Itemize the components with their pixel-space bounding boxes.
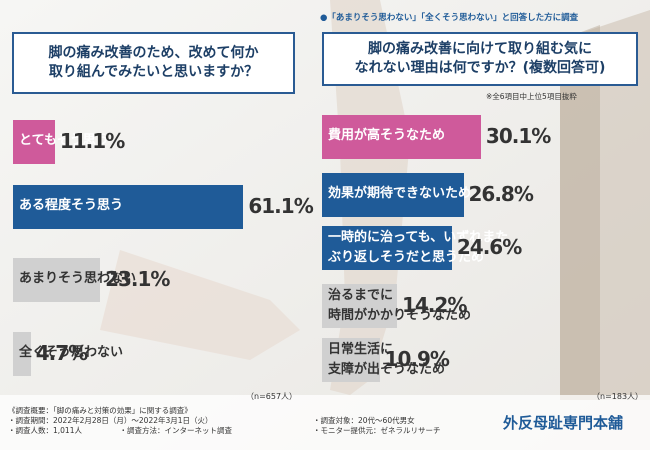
right-question: 脚の痛み改善に向けて取り組む気に なれない理由は何ですか？(複数回答可) [354, 41, 606, 76]
right-value-0: 30.1% [485, 124, 551, 148]
right-question-box: 脚の痛み改善に向けて取り組む気に なれない理由は何ですか？(複数回答可) [322, 32, 638, 86]
right-value-4: 10.9% [384, 347, 450, 371]
right-value-2: 24.6% [456, 235, 522, 259]
right-bar-1 [322, 173, 464, 217]
left-label-0: とてもそう思う [19, 133, 109, 148]
left-label-1: ある程度そう思う [19, 198, 124, 213]
left-question-box: 脚の痛み改善のため、改めて何か 取り組んでみたいと思いますか？ [12, 32, 295, 94]
left-bar-2 [13, 258, 101, 302]
left-bar-1 [13, 185, 244, 229]
brand-logo: 外反母趾専門本舗 [503, 412, 623, 433]
left-label-2: あまりそう思わない [19, 271, 137, 286]
footer-line-2: ・調査期間：2022年2月28日（月）～2022年3月1日（火） [8, 416, 213, 425]
right-label-0: 費用が高そうなため [328, 128, 446, 143]
right-bar-4 [322, 338, 380, 382]
footer-line-3: ・調査人数：1,011人 ・調査方法：インターネット調査 [8, 426, 232, 435]
left-bar-3 [13, 332, 31, 376]
left-n: （n=657人） [246, 392, 298, 401]
left-value-0: 11.1% [59, 129, 125, 153]
left-label-3: 全くそう思わない [19, 345, 124, 360]
left-value-2: 23.1% [105, 267, 170, 291]
right-banner-text: ●「あまりそう思わない」「全くそう思わない」と回答した方に調査 [320, 13, 579, 23]
footer-line-1: 《調査概要：「脚の痛みと対策の効果」に関する調査》 [8, 406, 192, 415]
right-label-3: 治るまでに 時間がかかりそうなため [328, 288, 472, 323]
right-label-4: 日常生活に 支障が出そうなため [328, 342, 446, 377]
right-note: ※全6項目中上位5項目抜粋 [486, 92, 577, 101]
right-bar-0 [322, 115, 481, 159]
left-question: 脚の痛み改善のため、改めて何か 取り組んでみたいと思いますか？ [48, 45, 259, 80]
right-label-1: 効果が期待できないため [328, 186, 472, 201]
left-value-3: 4.7% [35, 341, 88, 365]
left-bar-0 [13, 120, 55, 164]
right-n: （n=183人） [592, 392, 644, 401]
left-value-1: 61.1% [248, 194, 313, 218]
right-value-1: 26.8% [468, 182, 534, 206]
footer-right-1: ・調査対象：20代～60代男女 [313, 416, 415, 425]
right-label-2: 一時的に治っても、いずれまた ぶり返しそうだと思うため [328, 230, 509, 265]
right-bar-2 [322, 226, 452, 270]
right-bar-3 [322, 284, 397, 328]
right-banner: ●「あまりそう思わない」「全くそう思わない」と回答した方に調査 [320, 11, 648, 27]
brand-name: 外反母趾専門本舗 [503, 414, 624, 432]
right-value-3: 14.2% [401, 293, 467, 317]
footer-right-2: ・モニター提供元：ゼネラルリサーチ [313, 426, 441, 435]
